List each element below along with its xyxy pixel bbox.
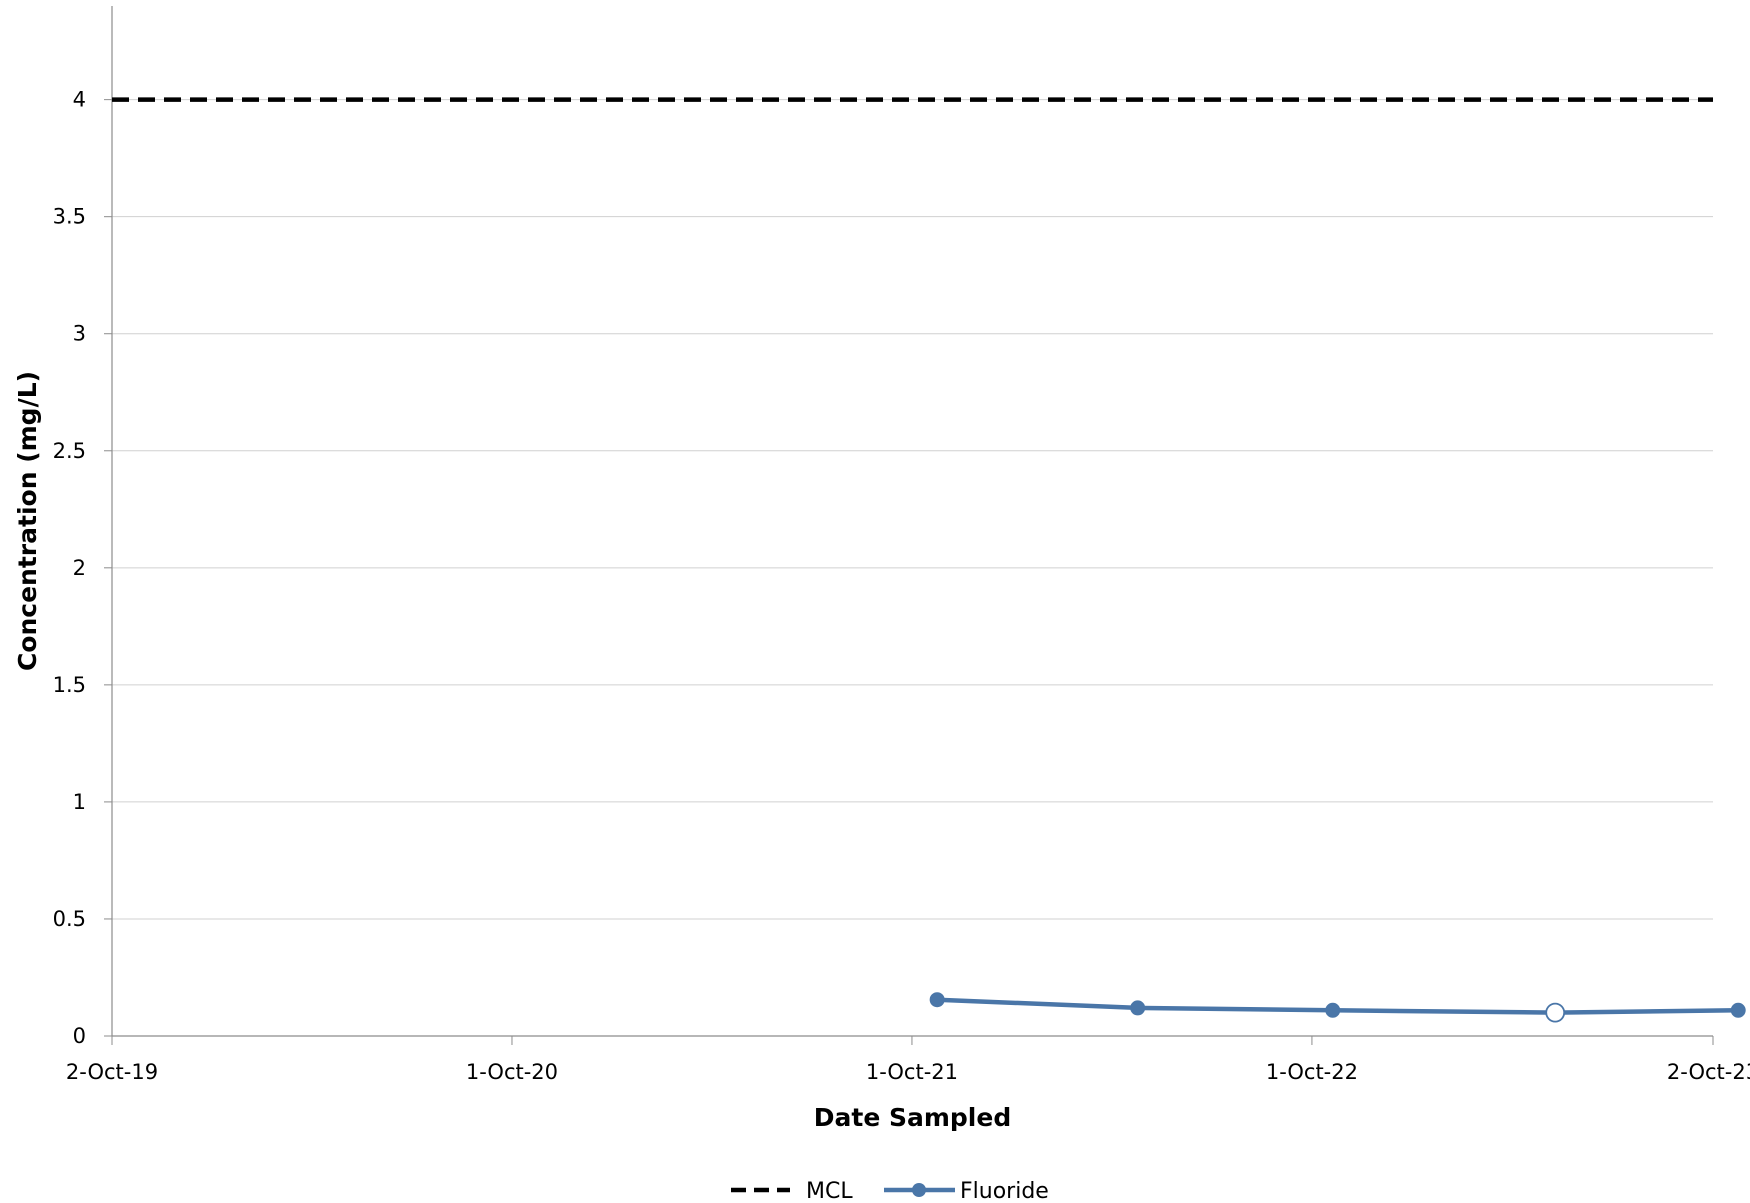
axes (104, 6, 1714, 1045)
y-tick-label: 2.5 (53, 439, 86, 463)
x-tick-label: 1-Oct-20 (466, 1060, 558, 1084)
tick-labels: 0 0.5 1 1.5 2 2.5 3 3.5 4 2-Oct-19 1-Oct-20 1-Oct-2… (53, 88, 1750, 1084)
x-tick-label: 2-Oct-23 (1667, 1060, 1750, 1084)
fluoride-point (1325, 1002, 1341, 1018)
y-tick-label: 0 (73, 1024, 86, 1048)
y-tick-label: 4 (73, 88, 86, 112)
y-tick-label: 3 (73, 322, 86, 346)
fluoride-point (1130, 1000, 1146, 1016)
y-tick-label: 1 (73, 790, 86, 814)
fluoride-point (1545, 1002, 1566, 1023)
y-axis-title: Concentration (mg/L) (13, 371, 42, 671)
gridlines (112, 99, 1713, 920)
legend-fluoride-label: Fluoride (960, 1179, 1049, 1203)
x-axis-title: Date Sampled (814, 1103, 1011, 1132)
x-tick-label: 1-Oct-21 (866, 1060, 958, 1084)
fluoride-point (929, 992, 945, 1008)
fluoride-point (1730, 1002, 1746, 1018)
y-tick-label: 3.5 (53, 205, 86, 229)
legend-fluoride-marker (912, 1183, 926, 1197)
y-tick-label: 0.5 (53, 907, 86, 931)
x-tick-label: 2-Oct-19 (66, 1060, 158, 1084)
legend-mcl-label: MCL (806, 1179, 853, 1203)
legend: MCL Fluoride (731, 1179, 1049, 1203)
y-tick-label: 1.5 (53, 673, 86, 697)
x-tick-label: 1-Oct-22 (1266, 1060, 1358, 1084)
y-tick-label: 2 (73, 556, 86, 580)
series (112, 97, 1746, 1023)
